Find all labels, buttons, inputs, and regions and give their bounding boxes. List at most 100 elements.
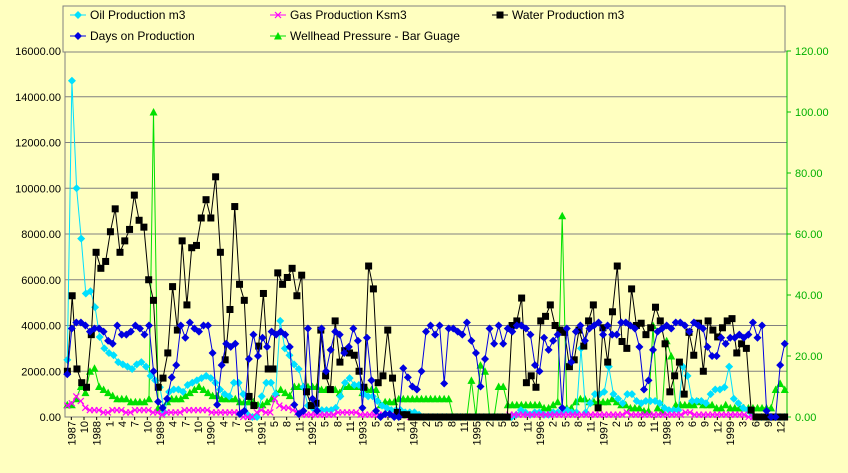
data-point — [276, 316, 285, 325]
x-tick-label: 1998 — [662, 421, 674, 445]
data-point — [317, 406, 326, 415]
legend-items: Oil Production m3 Gas Production Ksm3 Wate… — [70, 8, 625, 43]
x-tick-label: 5 — [497, 421, 509, 427]
data-point — [661, 340, 669, 348]
left-tick-label: 10000.00 — [15, 183, 61, 195]
data-point — [530, 361, 539, 370]
data-point — [109, 351, 118, 360]
data-point — [422, 327, 430, 336]
data-point — [159, 374, 167, 382]
left-tick-label: 2000.00 — [21, 366, 61, 378]
data-point — [489, 413, 497, 421]
x-tick-label: 8 — [636, 421, 648, 427]
data-point — [194, 327, 203, 336]
data-point — [229, 378, 238, 387]
data-point — [485, 324, 494, 333]
data-point — [623, 344, 631, 352]
data-point — [141, 362, 150, 371]
x-tick-label: 1 — [104, 421, 116, 427]
data-point — [362, 333, 371, 342]
data-point — [556, 326, 564, 334]
data-point — [637, 319, 645, 327]
data-point — [758, 321, 767, 330]
data-point — [63, 370, 72, 379]
data-point — [455, 413, 463, 421]
data-point — [664, 406, 673, 415]
data-point — [83, 383, 91, 391]
data-point — [608, 330, 617, 339]
series-layer — [63, 76, 789, 421]
data-point — [283, 273, 291, 281]
data-point — [513, 317, 521, 325]
data-point — [190, 385, 199, 394]
data-point — [398, 411, 406, 419]
data-point — [117, 406, 125, 414]
data-point — [263, 342, 272, 351]
data-point — [352, 409, 360, 416]
series-3 — [63, 318, 789, 421]
data-point — [393, 408, 401, 416]
data-point — [674, 406, 683, 415]
x-tick-label: 11 — [522, 421, 534, 432]
data-point — [269, 365, 277, 373]
data-point — [257, 392, 266, 401]
data-point — [575, 326, 583, 334]
data-point — [703, 342, 712, 351]
left-tick-label: 6000.00 — [21, 275, 61, 287]
data-point — [263, 397, 272, 406]
x-tick-label: 2 — [548, 421, 560, 427]
data-point — [780, 339, 789, 348]
data-point — [535, 367, 544, 376]
data-point — [630, 324, 639, 333]
data-point — [481, 355, 490, 364]
data-point — [330, 411, 337, 419]
data-point — [549, 336, 558, 345]
data-point — [742, 344, 750, 352]
data-point — [479, 413, 487, 421]
data-point — [394, 413, 403, 421]
data-point — [379, 372, 387, 380]
right-tick-label: 100.00 — [795, 107, 829, 119]
data-point — [462, 318, 471, 327]
data-point — [426, 321, 435, 330]
data-point — [349, 324, 358, 333]
data-point — [369, 285, 377, 293]
data-point — [623, 390, 632, 399]
data-point — [145, 321, 154, 330]
data-point — [154, 383, 162, 391]
data-point — [671, 372, 679, 380]
data-point — [231, 339, 240, 348]
data-point — [90, 324, 99, 333]
data-point — [690, 351, 698, 359]
data-point — [627, 390, 636, 399]
data-point — [570, 356, 578, 364]
data-point — [435, 321, 444, 330]
data-point — [317, 324, 326, 333]
data-point — [571, 327, 580, 336]
data-point — [178, 237, 186, 245]
data-point — [612, 330, 621, 339]
data-point — [172, 361, 181, 370]
data-point — [521, 324, 530, 333]
data-point — [253, 352, 262, 360]
data-point — [753, 333, 762, 342]
data-point — [149, 367, 158, 376]
data-point — [104, 388, 113, 397]
data-point — [245, 392, 253, 400]
data-point — [326, 386, 334, 394]
data-point — [738, 340, 746, 348]
data-point — [213, 400, 222, 409]
x-tick-label: 8 — [332, 421, 344, 427]
x-tick-label: 12 — [712, 421, 724, 433]
data-point — [729, 394, 738, 403]
data-point — [225, 392, 234, 401]
data-point — [444, 394, 453, 403]
data-point — [721, 339, 730, 348]
data-point — [81, 388, 90, 397]
data-point — [381, 409, 390, 418]
data-point — [757, 413, 765, 421]
data-point — [275, 402, 283, 409]
x-tick-label: 11 — [345, 421, 357, 432]
data-point — [471, 348, 480, 357]
data-point — [518, 294, 526, 302]
